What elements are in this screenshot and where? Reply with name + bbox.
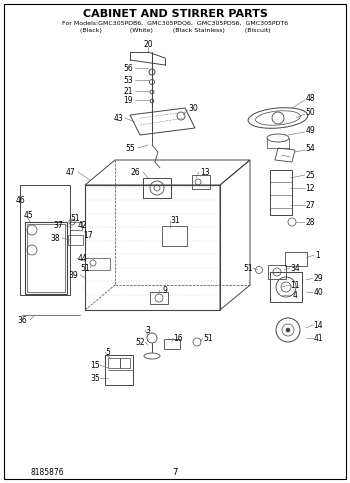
- Text: (Black)              (White)          (Black Stainless)          (Biscuit): (Black) (White) (Black Stainless) (Biscu…: [80, 28, 270, 32]
- Bar: [143, 178, 171, 198]
- Text: 52: 52: [135, 338, 145, 346]
- Text: 37: 37: [53, 221, 63, 229]
- Bar: [85, 258, 110, 270]
- Text: 26: 26: [130, 168, 140, 176]
- Text: 1: 1: [316, 251, 320, 259]
- Text: 34: 34: [290, 264, 300, 272]
- Text: 25: 25: [305, 170, 315, 180]
- Text: 41: 41: [313, 333, 323, 342]
- Text: 44: 44: [77, 254, 87, 262]
- Bar: [192, 175, 210, 189]
- Text: 31: 31: [170, 215, 180, 225]
- Text: 38: 38: [50, 233, 60, 242]
- Text: 9: 9: [162, 285, 167, 295]
- Bar: [164, 339, 180, 349]
- Text: For Models:GMC305PDB6,  GMC305PDQ6,  GMC305PDS6,  GMC305PDT6: For Models:GMC305PDB6, GMC305PDQ6, GMC30…: [62, 20, 288, 26]
- Text: 17: 17: [83, 230, 93, 240]
- Text: 42: 42: [77, 221, 87, 229]
- Text: 51: 51: [203, 333, 213, 342]
- Text: 30: 30: [188, 103, 198, 113]
- Bar: [108, 358, 120, 368]
- Text: 40: 40: [313, 287, 323, 297]
- Bar: [120, 358, 130, 368]
- Bar: [68, 235, 83, 245]
- Circle shape: [286, 328, 290, 332]
- Text: 51: 51: [70, 213, 80, 223]
- Text: 43: 43: [113, 114, 123, 123]
- Text: 16: 16: [173, 333, 183, 342]
- Text: 53: 53: [123, 75, 133, 85]
- Text: 27: 27: [305, 200, 315, 210]
- Text: 4: 4: [293, 290, 297, 299]
- Text: 47: 47: [65, 168, 75, 176]
- Bar: [270, 170, 292, 215]
- Text: 45: 45: [23, 211, 33, 219]
- Text: 46: 46: [15, 196, 25, 204]
- Text: 54: 54: [305, 143, 315, 153]
- Text: CABINET AND STIRRER PARTS: CABINET AND STIRRER PARTS: [83, 9, 267, 19]
- Text: 15: 15: [90, 360, 100, 369]
- Text: 51: 51: [80, 264, 90, 272]
- Text: 56: 56: [123, 63, 133, 72]
- Bar: [268, 265, 286, 279]
- Text: 3: 3: [146, 326, 150, 335]
- Bar: [150, 292, 168, 304]
- Text: 51: 51: [243, 264, 253, 272]
- Text: 50: 50: [305, 108, 315, 116]
- Text: 48: 48: [305, 94, 315, 102]
- Text: 39: 39: [68, 270, 78, 280]
- Bar: [285, 252, 307, 266]
- Text: 13: 13: [200, 168, 210, 176]
- Text: 11: 11: [290, 281, 300, 289]
- Text: 21: 21: [123, 86, 133, 96]
- Bar: [85, 185, 220, 310]
- Text: 12: 12: [305, 184, 315, 193]
- Text: 5: 5: [106, 347, 111, 356]
- Bar: [70, 222, 82, 230]
- Text: 35: 35: [90, 373, 100, 383]
- Text: 14: 14: [313, 321, 323, 329]
- Bar: [105, 355, 133, 385]
- Text: 36: 36: [17, 315, 27, 325]
- Text: 29: 29: [313, 273, 323, 283]
- Bar: [25, 222, 67, 294]
- Text: 7: 7: [172, 468, 178, 477]
- Text: 20: 20: [143, 40, 153, 48]
- Text: 8185876: 8185876: [30, 468, 64, 477]
- Text: 28: 28: [305, 217, 315, 227]
- Text: 55: 55: [125, 143, 135, 153]
- Bar: [270, 272, 302, 302]
- Bar: [162, 226, 187, 246]
- Bar: [27, 224, 65, 292]
- Text: 49: 49: [305, 126, 315, 134]
- Text: 19: 19: [123, 96, 133, 104]
- Bar: [20, 185, 70, 295]
